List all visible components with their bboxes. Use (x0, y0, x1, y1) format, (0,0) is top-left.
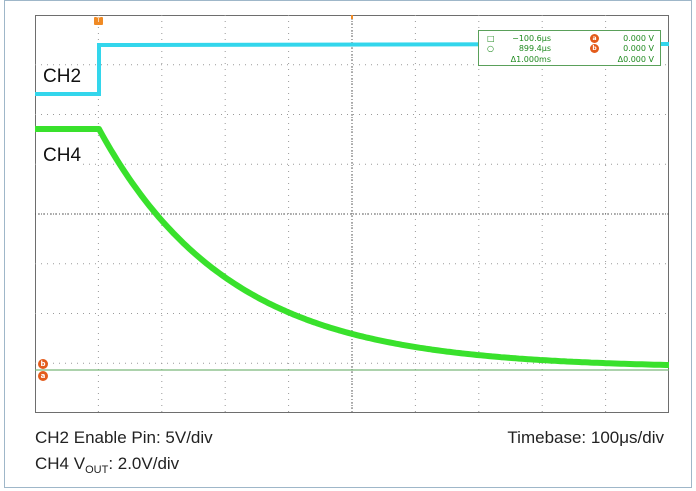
cursor-a-marker: a (590, 34, 599, 43)
cursor-b-time: 899.4μs (518, 44, 551, 53)
cursor-b-icon: ○ (487, 44, 494, 53)
cursor-readout-panel: □ −100.6μs a 0.000 V ○ 899.4μs b 0.000 V… (478, 30, 661, 66)
ground-marker-b: b (38, 359, 48, 369)
oscilloscope-screen (35, 15, 669, 413)
caption-ch2-scale: CH2 Enable Pin: 5V/div (35, 428, 213, 447)
cursor-delta-time: Δ1.000ms (510, 55, 551, 64)
ch2-label: CH2 (41, 66, 84, 88)
caption-ch4-prefix: CH4 V (35, 454, 86, 473)
cursor-b-volt: 0.000 V (623, 44, 654, 53)
cursor-a-time: −100.6μs (512, 34, 551, 43)
ground-marker-a: a (38, 371, 48, 381)
trigger-marker: T (94, 17, 103, 25)
oscilloscope-plot (35, 15, 669, 413)
cursor-b-marker: b (590, 44, 599, 53)
cursor-delta-volt: Δ0.000 V (617, 55, 654, 64)
ch4-trace (35, 126, 669, 368)
caption-ch4-suffix: : 2.0V/div (108, 454, 180, 473)
caption-ch4-scale: CH4 VOUT: 2.0V/div (35, 454, 179, 476)
cursor-row-delta: Δ1.000ms Δ0.000 V (479, 54, 660, 65)
ch4-label: CH4 (41, 145, 84, 167)
cursor-a-volt: 0.000 V (623, 34, 654, 43)
cursor-row-b: ○ 899.4μs b 0.000 V (479, 43, 660, 54)
cursor-a-icon: □ (487, 34, 495, 43)
caption-ch4-subscript: OUT (85, 464, 109, 476)
ch2-trace (35, 42, 669, 96)
cursor-row-a: □ −100.6μs a 0.000 V (479, 33, 660, 44)
caption-timebase: Timebase: 100μs/div (507, 428, 664, 447)
